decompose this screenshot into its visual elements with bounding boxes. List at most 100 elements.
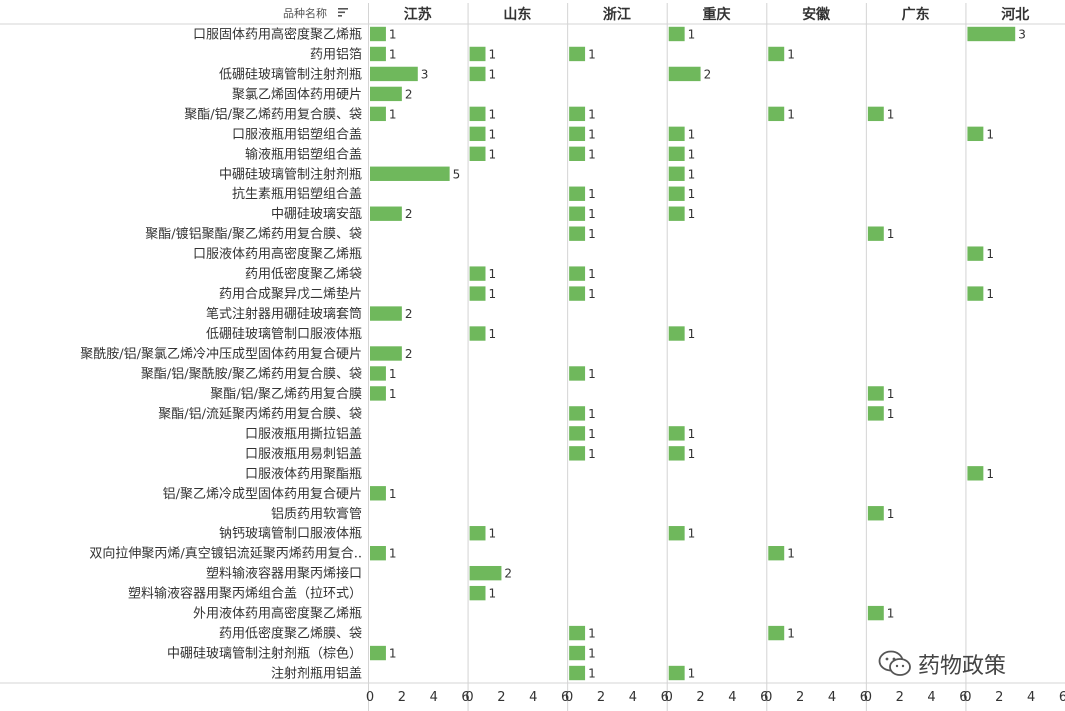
row-field-label: 品种名称 [283, 6, 327, 20]
gridlines [0, 3, 1065, 711]
bar [469, 146, 486, 161]
data-label: 1 [787, 47, 795, 61]
row-label: 低硼硅玻璃管制口服液体瓶 [206, 327, 362, 342]
data-label: 1 [787, 627, 795, 641]
row-label: 输液瓶用铝塑组合盖 [245, 146, 362, 162]
bar [668, 326, 685, 341]
data-label: 1 [389, 487, 397, 501]
data-label: 1 [986, 467, 994, 481]
data-label: 1 [489, 127, 497, 141]
x-tick-label: 6 [461, 690, 469, 705]
bar [569, 645, 586, 661]
row-label: 抗生素瓶用铝塑组合盖 [232, 187, 362, 202]
row-label: 低硼硅玻璃管制注射剂瓶 [219, 66, 362, 82]
data-label: 1 [489, 47, 497, 61]
bar [569, 426, 586, 441]
x-tick-label: 2 [896, 690, 904, 705]
data-label: 1 [588, 447, 596, 461]
row-label: 口服液瓶用铝塑组合盖 [232, 127, 362, 142]
bar [370, 46, 386, 62]
data-label: 2 [504, 567, 512, 581]
data-label: 1 [389, 547, 397, 561]
data-label: 3 [421, 67, 429, 81]
data-label: 1 [588, 287, 596, 301]
data-label: 1 [489, 147, 497, 161]
data-label: 1 [688, 427, 696, 441]
x-tick-label: 6 [561, 690, 569, 705]
data-label: 1 [588, 267, 596, 281]
bar [867, 506, 884, 521]
bar [668, 126, 685, 142]
row-label: 铝质药用软膏管 [271, 506, 362, 522]
data-label: 1 [887, 507, 895, 521]
row-label: 聚酯/铝/流延聚丙烯药用复合膜、袋 [158, 407, 362, 422]
data-label: 1 [887, 407, 895, 421]
data-label: 1 [588, 627, 596, 641]
x-tick-label: 4 [728, 690, 736, 705]
bar [668, 146, 685, 161]
bar [370, 206, 402, 221]
data-label: 2 [405, 347, 413, 361]
bar [370, 306, 402, 321]
bar [967, 246, 984, 261]
bar [469, 46, 486, 62]
data-label: 1 [489, 527, 497, 541]
data-label: 1 [887, 387, 895, 401]
bar [569, 366, 586, 381]
x-tick-label: 0 [963, 690, 971, 705]
data-label: 2 [405, 207, 413, 221]
x-tick-label: 0 [366, 690, 374, 705]
bar [569, 106, 586, 122]
data-label: 2 [405, 307, 413, 321]
data-label: 5 [453, 167, 461, 181]
bar [967, 126, 984, 142]
data-label: 1 [389, 367, 397, 381]
bar [370, 166, 450, 181]
row-label: 中硼硅玻璃安瓿 [271, 207, 362, 222]
data-label: 1 [588, 667, 596, 681]
data-label: 1 [588, 227, 596, 241]
bar [668, 186, 685, 201]
data-label: 1 [986, 287, 994, 301]
data-label: 1 [588, 207, 596, 221]
bar [370, 645, 386, 661]
row-label: 聚氯乙烯固体药用硬片 [232, 87, 362, 102]
data-label: 1 [489, 107, 497, 121]
x-tick-label: 4 [828, 690, 836, 705]
data-label: 1 [986, 247, 994, 261]
data-label: 1 [986, 127, 994, 141]
bar [668, 26, 685, 42]
x-tick-label: 2 [696, 690, 704, 705]
data-label: 1 [588, 427, 596, 441]
bar [867, 605, 884, 621]
column-headers: 江苏 山东 浙江 重庆 安徽 广东 河北 [404, 6, 1029, 23]
data-label: 1 [887, 107, 895, 121]
row-label: 口服液体药用聚酯瓶 [245, 467, 362, 482]
data-label: 1 [588, 367, 596, 381]
bar [768, 106, 785, 122]
x-tick-label: 0 [565, 690, 573, 705]
bar [569, 226, 586, 241]
bar [569, 446, 586, 461]
data-label: 1 [688, 187, 696, 201]
bar [469, 286, 486, 301]
row-label: 聚酯/镀铝聚酯/聚乙烯药用复合膜、袋 [145, 226, 362, 242]
x-tick-label: 0 [764, 690, 772, 705]
bar [967, 466, 984, 481]
x-tick-label: 4 [927, 690, 935, 705]
sort-icon[interactable] [338, 8, 348, 17]
data-label: 1 [688, 527, 696, 541]
bar [569, 266, 586, 281]
column-header: 河北 [1001, 6, 1029, 23]
data-label: 1 [588, 47, 596, 61]
bar [469, 266, 486, 281]
row-label: 塑料输液容器用聚丙烯组合盖（拉环式） [128, 586, 362, 602]
bar [569, 406, 586, 421]
data-label: 1 [688, 667, 696, 681]
data-label: 1 [787, 547, 795, 561]
x-tick-label: 4 [430, 690, 438, 705]
row-label: 塑料输液容器用聚丙烯接口 [206, 566, 362, 582]
data-label: 1 [787, 107, 795, 121]
row-label: 药用低密度聚乙烯膜、袋 [219, 626, 362, 642]
